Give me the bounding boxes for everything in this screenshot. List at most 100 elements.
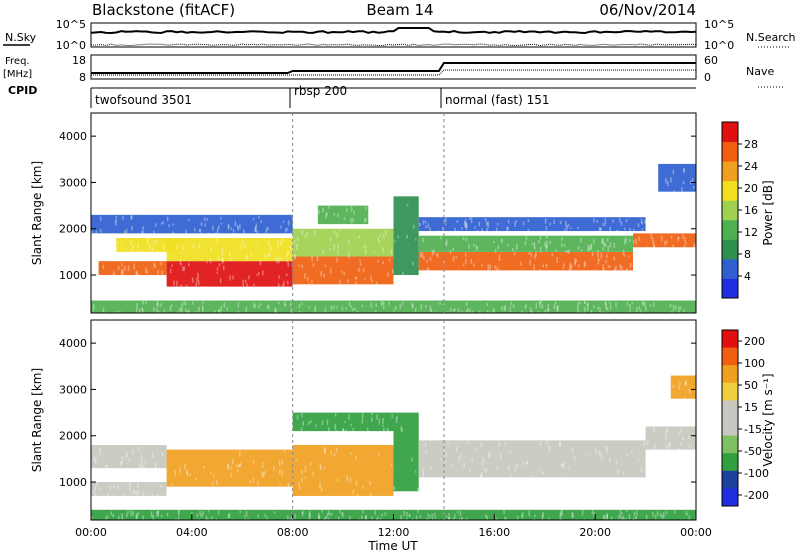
data-speckle: [185, 229, 187, 235]
data-speckle: [602, 223, 604, 226]
data-speckle: [137, 511, 139, 515]
data-speckle: [672, 169, 675, 175]
data-speckle: [544, 241, 546, 248]
data-speckle: [570, 264, 573, 268]
power-plot-frame: [90, 112, 697, 314]
data-speckle: [233, 233, 235, 239]
data-speckle: [382, 247, 384, 253]
data-speckle: [197, 272, 199, 279]
data-speckle: [177, 510, 180, 514]
data-speckle: [420, 304, 423, 310]
data-speckle: [459, 510, 462, 517]
data-speckle: [668, 442, 670, 445]
data-speckle: [529, 259, 531, 266]
data-speckle: [506, 226, 508, 232]
data-speckle: [482, 460, 484, 466]
data-speckle: [452, 517, 455, 521]
data-speckle: [142, 491, 144, 496]
data-speckle: [642, 302, 645, 305]
data-speckle: [218, 309, 221, 313]
data-speckle: [449, 516, 451, 519]
data-speckle: [204, 223, 206, 227]
data-speckle: [186, 471, 189, 476]
colorbar-swatch: [722, 330, 738, 349]
data-speckle: [607, 265, 610, 269]
data-speckle: [156, 250, 158, 253]
data-speckle: [328, 206, 330, 209]
data-speckle: [387, 430, 389, 437]
data-speckle: [424, 442, 427, 448]
data-speckle: [352, 308, 354, 312]
data-speckle: [577, 227, 579, 230]
data-speckle: [221, 247, 223, 250]
data-speckle: [275, 256, 278, 262]
data-speckle: [629, 238, 631, 242]
data-speckle: [361, 515, 363, 520]
data-speckle: [569, 262, 571, 266]
data-speckle: [257, 514, 259, 518]
data-speckle: [603, 241, 606, 246]
data-speckle: [393, 240, 396, 243]
data-speckle: [626, 302, 629, 306]
data-speckle: [312, 263, 315, 268]
data-speckle: [444, 223, 447, 226]
time-x-axis: 00:00 04:00 08:00 12:00 16:00 20:00 00:00: [75, 514, 712, 539]
data-speckle: [183, 300, 185, 306]
data-speckle: [588, 246, 590, 252]
data-speckle: [218, 225, 220, 230]
data-speckle: [602, 238, 604, 245]
data-speckle: [546, 245, 548, 249]
data-speckle: [602, 267, 605, 272]
data-speckle: [378, 418, 381, 425]
data-speckle: [287, 515, 289, 521]
data-speckle: [487, 264, 490, 271]
data-speckle: [605, 260, 607, 264]
data-speckle: [604, 218, 607, 225]
data-speckle: [336, 306, 338, 309]
data-speckle: [565, 220, 567, 227]
data-speckle: [478, 221, 481, 227]
colorbar-swatch: [722, 122, 738, 143]
data-speckle: [504, 516, 506, 522]
data-speckle: [298, 485, 301, 490]
data-speckle: [120, 271, 123, 277]
data-speckle: [210, 247, 212, 252]
power-band-layer: [91, 163, 697, 319]
data-speckle: [382, 304, 385, 310]
data-speckle: [403, 510, 405, 516]
data-speckle: [296, 283, 299, 288]
data-speckle: [632, 240, 635, 244]
data-speckle: [539, 247, 542, 253]
data-speckle: [419, 222, 421, 227]
data-speckle: [205, 286, 208, 293]
data-speckle: [472, 310, 474, 315]
data-speckle: [217, 256, 220, 261]
data-speckle: [232, 229, 235, 233]
data-speckle: [216, 228, 219, 235]
data-speckle: [476, 230, 479, 235]
data-speckle: [265, 229, 268, 233]
data-speckle: [453, 308, 455, 313]
data-speckle: [475, 245, 477, 249]
data-speckle: [382, 418, 384, 424]
data-speckle: [601, 455, 603, 461]
data-speckle: [145, 267, 147, 274]
date-title: 06/Nov/2014: [599, 1, 696, 19]
data-speckle: [384, 511, 387, 516]
data-speckle: [629, 262, 632, 268]
data-speckle: [547, 303, 550, 309]
data-speckle: [155, 466, 157, 473]
data-speckle: [632, 519, 634, 523]
data-speckle: [427, 267, 430, 271]
data-speckle: [136, 513, 138, 519]
x-tick-label: 08:00: [277, 526, 309, 539]
data-speckle: [365, 218, 367, 221]
frequency-line: [91, 62, 696, 74]
data-speckle: [579, 311, 582, 318]
data-speckle: [364, 515, 367, 520]
data-speckle: [486, 228, 488, 232]
data-speckle: [672, 384, 675, 388]
data-speckle: [156, 300, 159, 307]
cpid-segment-label: twofsound 3501: [95, 93, 192, 107]
